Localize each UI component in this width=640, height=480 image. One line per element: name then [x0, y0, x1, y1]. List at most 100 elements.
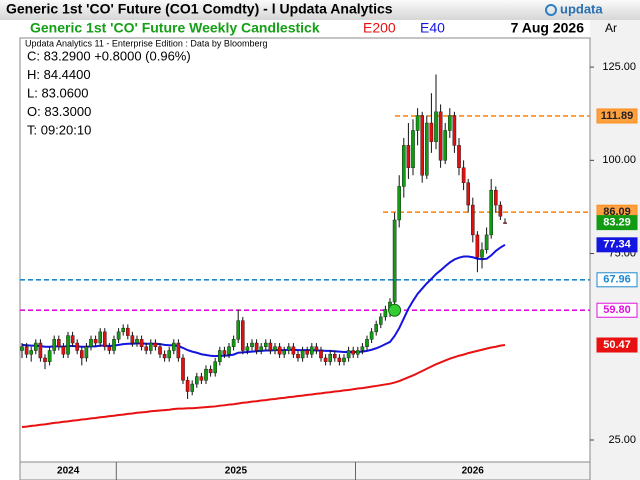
- subtitle: Updata Analytics 11 - Enterprise Edition…: [25, 38, 267, 48]
- candle-body: [222, 350, 227, 355]
- candle-body: [112, 339, 116, 351]
- candle-body: [176, 342, 181, 359]
- candle-body: [287, 346, 291, 351]
- candle-body: [190, 383, 195, 392]
- value-label: 59.80: [603, 304, 631, 316]
- candle-body: [383, 309, 388, 318]
- info-line: L: 83.0600: [27, 85, 88, 100]
- value-box: [596, 215, 638, 231]
- candle-body: [245, 346, 250, 351]
- candle-body: [406, 145, 411, 168]
- candle-body: [116, 331, 121, 340]
- candle-body: [268, 342, 273, 351]
- plot-area: [19, 37, 591, 463]
- candle-body: [250, 342, 254, 347]
- candle-body: [484, 234, 489, 251]
- header-row: [0, 20, 640, 38]
- x-tick-label: 2024: [57, 466, 80, 477]
- candle-body: [323, 357, 328, 362]
- candle-body: [75, 342, 79, 351]
- candle-body: [443, 130, 448, 161]
- value-box: [596, 108, 638, 124]
- candle-body: [194, 376, 199, 385]
- candle-body: [66, 335, 70, 355]
- candle-body: [102, 331, 107, 347]
- candle-body: [181, 357, 185, 381]
- y-tick-label: 100.00: [602, 154, 636, 166]
- candle-body: [397, 186, 402, 221]
- candle-body: [282, 350, 287, 355]
- x-tick-label: 2026: [462, 466, 485, 477]
- ema-line: [21, 344, 506, 428]
- value-label: 83.29: [603, 217, 631, 229]
- candle-body: [310, 346, 314, 355]
- candle-body: [217, 350, 222, 362]
- candle-body: [171, 342, 176, 351]
- candle-body: [337, 357, 342, 362]
- candle-body: [264, 342, 268, 347]
- candle-body: [392, 219, 397, 303]
- candle-body: [93, 339, 98, 344]
- candle-body: [208, 368, 213, 374]
- value-label: 67.96: [603, 274, 631, 286]
- candle-body: [20, 346, 24, 351]
- candle-body: [153, 342, 158, 347]
- candle-body: [434, 111, 438, 142]
- candle-body: [61, 346, 66, 355]
- candle-body: [438, 111, 443, 161]
- candle-body: [204, 368, 208, 381]
- candle-body: [240, 320, 245, 351]
- y-tick-label: 125.00: [602, 61, 636, 73]
- candle-body: [296, 354, 300, 359]
- value-box: [596, 272, 638, 288]
- candle-body: [365, 339, 369, 347]
- candle-body: [420, 115, 425, 176]
- candle-body: [254, 342, 259, 351]
- value-label: 77.34: [603, 239, 631, 251]
- candle-body: [452, 115, 457, 146]
- candle-body: [498, 204, 503, 217]
- candle-body: [107, 346, 112, 351]
- candle-body: [213, 361, 218, 374]
- candle-body: [162, 354, 167, 359]
- candle-body: [227, 346, 231, 355]
- info-line: O: 83.3000: [27, 104, 91, 119]
- logo-icon: [545, 4, 557, 16]
- x-tick-label: 2025: [225, 466, 248, 477]
- info-line: C: 83.2900 +0.8000 (0.96%): [27, 48, 191, 63]
- candle-body: [328, 354, 333, 362]
- date: 7 Aug 2026: [511, 20, 585, 36]
- candle-body: [448, 115, 452, 131]
- value-label: 111.89: [601, 110, 633, 122]
- candle-body: [374, 324, 379, 333]
- chart-title: Generic 1st 'CO' Future Weekly Candlesti…: [30, 20, 320, 36]
- info-line: H: 84.4400: [27, 67, 91, 82]
- candle-body: [457, 145, 461, 168]
- candle-body: [29, 350, 34, 355]
- candle-body: [277, 346, 282, 355]
- candle-body: [89, 339, 93, 347]
- candle-body: [305, 350, 310, 355]
- value-label: 50.47: [603, 339, 631, 351]
- candle-body: [429, 122, 434, 142]
- candle-body: [144, 346, 149, 351]
- logo: updata: [560, 1, 603, 16]
- candle-body: [125, 327, 130, 336]
- candle-body: [38, 342, 43, 359]
- candle-body: [379, 316, 383, 325]
- candle-body: [333, 354, 337, 359]
- title-bar: [0, 0, 640, 20]
- candle-body: [461, 167, 466, 183]
- y-tick-label: 25.00: [608, 434, 636, 446]
- candle-body: [471, 204, 475, 236]
- value-label: 86.09: [603, 206, 631, 218]
- candle-body: [70, 335, 75, 344]
- candle-body: [291, 346, 296, 355]
- ema-line: [21, 243, 506, 358]
- candle-body: [346, 350, 351, 359]
- candle-body: [342, 357, 346, 362]
- candle-body: [57, 339, 61, 347]
- legend-e200: E200: [363, 20, 396, 36]
